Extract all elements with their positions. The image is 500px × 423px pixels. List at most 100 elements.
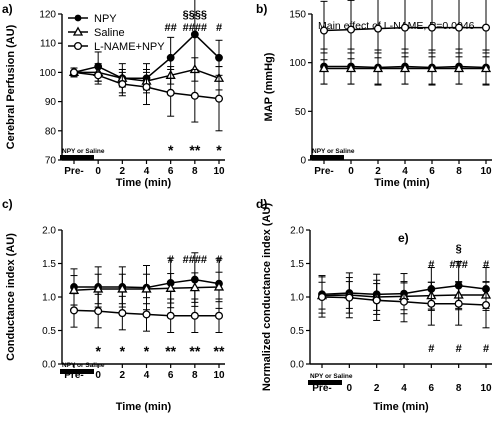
- p3-s1-marker: [189, 282, 200, 292]
- p2-x-tick-label: 10: [480, 166, 492, 177]
- p1-legend-marker: [73, 41, 83, 51]
- p1-x-tick-label: Pre-: [64, 166, 83, 177]
- p3-y-tick-label: 2.0: [42, 226, 56, 237]
- p2-s1-marker: [426, 62, 438, 73]
- p3-x-tick-label: 8: [192, 370, 198, 381]
- p3-s2-marker: [142, 310, 151, 319]
- p2-x-tick-label: 4: [402, 166, 408, 177]
- p3-sig-bottom: **: [165, 343, 176, 359]
- p4-s2-marker: [481, 300, 491, 310]
- p4-s2-marker: [345, 293, 354, 302]
- p2-x-tick-label: Pre-: [314, 166, 333, 177]
- p4-y-tick-label: 2.0: [290, 226, 304, 237]
- p2-s2-marker: [373, 24, 383, 33]
- p4-treatment-label: NPY or Saline: [310, 373, 353, 380]
- p2-treatment-bar: [310, 155, 344, 160]
- p3-sig-top: #: [168, 254, 174, 266]
- p2-s1-marker: [480, 62, 492, 73]
- p2-x-tick-label: 6: [429, 166, 435, 177]
- p1-x-tick-label: 10: [213, 166, 225, 177]
- p3-y-tick-label: 1.0: [42, 293, 56, 304]
- p1-panel-label: a): [2, 2, 13, 16]
- p2-s2-marker: [346, 25, 356, 34]
- p3-sig-bottom: *: [95, 343, 101, 359]
- p2-x-tick-label: 8: [456, 166, 462, 177]
- p3-x-tick-label: Pre-: [64, 370, 83, 381]
- p2-s2-marker: [400, 23, 410, 32]
- p1-treatment-label: NPY or Saline: [62, 148, 105, 155]
- p3-x-tick-label: 0: [95, 370, 101, 381]
- p4-extra-panel-label: e): [398, 231, 409, 245]
- p4-s2-marker: [317, 292, 327, 302]
- p2-s2-marker: [454, 23, 464, 32]
- p1-sig-top: #: [216, 22, 222, 34]
- p3-y-tick-label: 0.0: [42, 360, 56, 371]
- p2-s1-marker: [399, 62, 411, 73]
- p2-x-axis-label: Time (min): [374, 177, 430, 189]
- p1-y-tick-label: 90: [45, 97, 57, 108]
- p3-x-tick-label: 4: [144, 370, 150, 381]
- p1-legend-label: Saline: [94, 27, 125, 39]
- p4-x-tick-label: 10: [480, 383, 492, 394]
- p2-y-tick-label: 100: [289, 58, 306, 69]
- p4-y-tick-label: 1.0: [290, 293, 304, 304]
- p3-x-tick-label: 6: [168, 370, 174, 381]
- p4-sig-top: §: [456, 243, 462, 255]
- p1-s2-marker: [214, 94, 224, 103]
- p3-s2-marker: [214, 311, 224, 320]
- p3-s1-marker: [213, 281, 225, 291]
- p1-legend-label: L-NAME+NPY: [94, 41, 165, 53]
- p1-x-tick-label: 8: [192, 166, 198, 177]
- p1-s2-marker: [166, 88, 175, 97]
- p1-treatment-bar: [60, 155, 94, 160]
- p4-y-tick-label: 0.5: [290, 326, 304, 337]
- p4-x-tick-label: Pre-: [312, 383, 331, 394]
- p3-s2-marker: [94, 307, 103, 316]
- p2-s1-marker: [372, 62, 384, 73]
- p3-y-axis-label: Conductance index (AU): [5, 233, 17, 361]
- p4-treatment-bar: [308, 380, 342, 385]
- p3-x-axis-label: Time (min): [116, 401, 172, 413]
- p4-y-tick-label: 0.0: [290, 360, 304, 371]
- p4-x-tick-label: 6: [429, 383, 435, 394]
- p2-y-tick-label: 150: [289, 10, 306, 21]
- p4-s2-marker: [427, 299, 436, 308]
- p1-x-tick-label: 4: [144, 166, 150, 177]
- p3-sig-bottom: **: [214, 343, 225, 359]
- p2-s1-marker: [453, 62, 465, 73]
- p4-y-tick-label: 1.5: [290, 259, 304, 270]
- p1-x-tick-label: 2: [120, 166, 126, 177]
- p4-sig-top: #: [428, 259, 434, 271]
- p4-sig-bottom: #: [428, 343, 434, 355]
- p3-sig-top: ####: [183, 254, 207, 266]
- p3-x-tick-label: 2: [120, 370, 126, 381]
- p4-x-tick-label: 8: [456, 383, 462, 394]
- p1-y-tick-label: 80: [45, 126, 57, 137]
- p1-x-tick-label: 0: [95, 166, 101, 177]
- p1-s2-marker: [190, 91, 199, 100]
- p2-s2-marker: [319, 26, 329, 35]
- p4-s2-marker: [372, 296, 381, 305]
- p4-panel-label: d): [256, 197, 267, 211]
- p1-s2-marker: [142, 82, 151, 92]
- p1-legend-marker: [74, 14, 82, 22]
- p4-s2-marker: [454, 299, 463, 308]
- p1-x-axis-label: Time (min): [116, 177, 172, 189]
- p1-y-axis-label: Cerebral Perfusion (AU): [5, 24, 17, 149]
- p3-s1-marker: [117, 283, 128, 293]
- p1-s2-marker: [118, 80, 127, 89]
- p3-treatment-bar: [60, 369, 94, 374]
- p2-s1-marker: [345, 62, 357, 73]
- p1-s0-marker: [215, 53, 223, 62]
- p2-s1-marker: [318, 62, 330, 73]
- p3-s1-marker: [141, 283, 152, 293]
- p4-x-tick-label: 2: [374, 383, 380, 394]
- p1-s0-marker: [190, 30, 199, 39]
- p1-legend-label: NPY: [94, 13, 117, 25]
- p4-x-tick-label: 4: [401, 383, 407, 394]
- p3-sig-bottom: **: [189, 343, 200, 359]
- p1-sig-top: ##: [165, 22, 177, 34]
- p1-sig-bottom: *: [168, 142, 174, 158]
- p3-s2-marker: [166, 311, 175, 320]
- p2-x-tick-label: 0: [348, 166, 354, 177]
